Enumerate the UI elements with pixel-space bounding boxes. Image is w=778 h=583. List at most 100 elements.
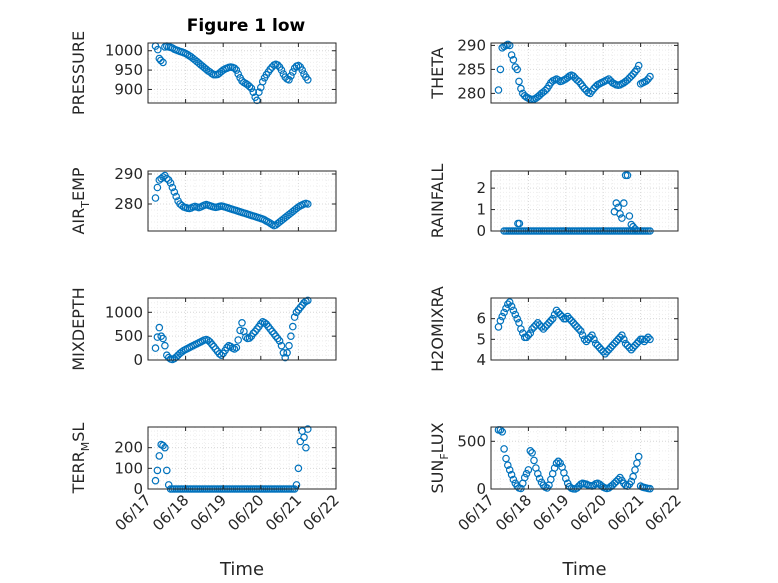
data-point: [287, 332, 295, 341]
data-point: [498, 43, 507, 52]
x-tick-label: 06/21: [604, 491, 647, 534]
data-point: [513, 65, 522, 74]
data-point: [575, 325, 583, 333]
y-axis-label: SUNFLUX: [428, 422, 451, 493]
data-point: [294, 464, 303, 473]
y-tick-label: 500: [457, 432, 486, 450]
data-point: [618, 214, 626, 222]
data-point: [255, 88, 263, 97]
data-point: [230, 345, 239, 353]
subplot-theta: 280 285 290 THETA: [428, 36, 679, 104]
data-point: [603, 347, 611, 356]
data-point: [558, 312, 566, 321]
data-point: [232, 343, 241, 352]
data-point: [517, 325, 525, 333]
x-axis-label: Time: [219, 559, 264, 580]
data-point: [271, 332, 280, 341]
data-point: [642, 77, 651, 85]
data-point: [623, 76, 632, 84]
data-point: [631, 466, 639, 474]
data-point: [277, 66, 286, 74]
data-point: [608, 481, 617, 490]
data-point: [300, 298, 308, 307]
subplot-mixdepth: 0 500 1000 MIXDEPTH: [69, 287, 337, 371]
figure-title: Figure 1 low: [187, 16, 306, 36]
data-point: [515, 219, 524, 228]
data-point: [567, 316, 576, 325]
data-point: [614, 335, 623, 344]
data-point: [238, 318, 246, 327]
y-tick-label: 0: [476, 222, 486, 240]
data-point: [642, 335, 651, 344]
data-point: [619, 335, 628, 344]
data-point: [285, 76, 293, 84]
data-point: [627, 477, 636, 486]
data-point: [509, 475, 518, 484]
data-point: [249, 88, 258, 97]
data-point: [509, 55, 518, 64]
data-point: [634, 337, 643, 346]
data-point: [608, 341, 617, 350]
data-point: [601, 349, 609, 358]
y-tick-label: 2: [476, 179, 486, 197]
data-point: [618, 331, 626, 340]
data-point: [503, 461, 512, 470]
data-point: [266, 65, 275, 74]
axes-box: [147, 426, 337, 490]
data-point: [302, 443, 310, 452]
data-point: [539, 325, 548, 333]
data-point: [526, 329, 535, 337]
y-tick-label: 285: [457, 60, 486, 78]
data-point: [621, 339, 630, 348]
data-point: [288, 68, 297, 76]
data-point: [287, 72, 295, 80]
data-point: [623, 171, 632, 180]
data-point: [159, 173, 167, 181]
data-point: [230, 64, 239, 73]
data-point: [153, 183, 162, 192]
data-point: [550, 310, 559, 319]
data-point: [256, 319, 265, 328]
data-point: [232, 66, 241, 74]
data-point: [582, 337, 591, 346]
data-point: [573, 484, 581, 492]
data-point: [153, 466, 162, 475]
data-point: [556, 459, 565, 468]
data-point: [292, 481, 301, 489]
y-tick-label: 0: [133, 351, 143, 369]
axes-box: [147, 42, 337, 104]
data-point: [502, 454, 510, 463]
data-point: [500, 445, 508, 453]
axes-box: [490, 426, 679, 490]
data-point: [646, 72, 654, 81]
data-point: [524, 331, 533, 340]
data-point: [496, 65, 505, 74]
data-point: [511, 310, 520, 319]
data-point: [606, 343, 615, 352]
data-point: [610, 339, 619, 348]
x-tick-label: 06/22: [642, 491, 685, 534]
data-point: [258, 77, 267, 86]
data-point: [151, 194, 160, 202]
data-point: [520, 473, 529, 482]
data-point: [234, 70, 243, 78]
data-point: [554, 76, 563, 84]
data-point: [208, 340, 216, 349]
y-tick-label: 4: [476, 351, 486, 369]
data-point: [163, 466, 171, 475]
data-point: [157, 56, 165, 65]
data-point: [178, 348, 186, 356]
data-point: [513, 314, 522, 323]
data-point: [498, 312, 507, 321]
data-point: [507, 302, 516, 311]
y-tick-label: 290: [114, 165, 143, 183]
data-point: [168, 183, 177, 192]
y-tick-label: 1000: [105, 42, 143, 60]
data-point: [633, 65, 641, 74]
data-point: [546, 316, 555, 325]
subplot-h2omixra: 4 5 6 H2OMIXRA: [428, 286, 679, 372]
data-point: [170, 188, 179, 196]
data-point: [590, 335, 598, 344]
y-axis-label: PRESSURE: [69, 31, 88, 115]
